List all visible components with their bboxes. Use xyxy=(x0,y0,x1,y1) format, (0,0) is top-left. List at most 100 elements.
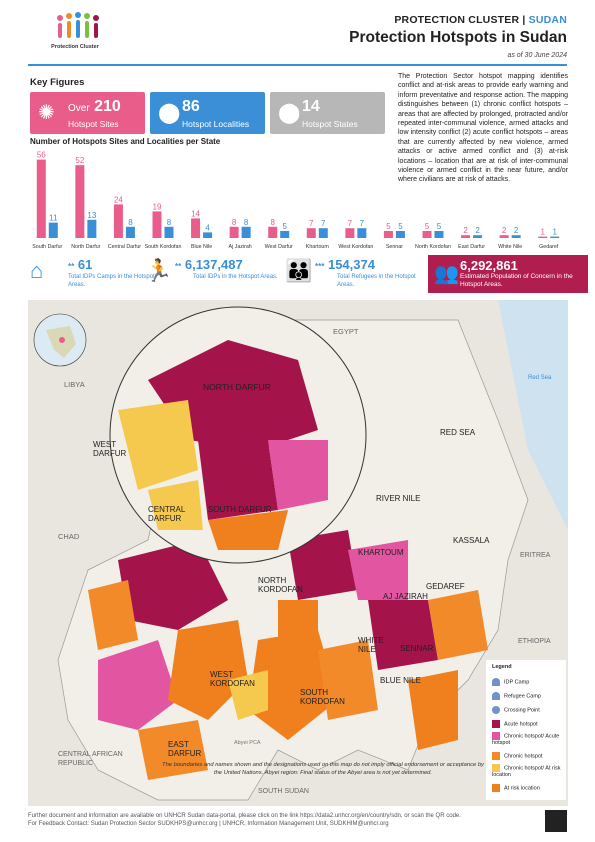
hotspot-localities-label: Hotspot Localities xyxy=(182,119,250,129)
label-north-kordofan: NORTH KORDOFAN xyxy=(258,576,303,594)
label-east-darfur: EAST DARFUR xyxy=(168,740,202,758)
hotspot-states-label: Hotspot States xyxy=(302,119,358,129)
legend-chronic-at-risk: Chronic hotspot/ At risk location xyxy=(492,764,566,778)
bar-localities-6 xyxy=(280,231,290,238)
legend-swatch xyxy=(492,720,500,728)
qr-code[interactable] xyxy=(545,810,567,832)
data-label-sites-5: 8 xyxy=(232,218,237,227)
label-eritrea: ERITREA xyxy=(520,552,551,559)
bar-localities-12 xyxy=(511,235,521,238)
label-south-kordofan: SOUTH KORDOFAN xyxy=(300,688,345,706)
hotspot-states-value: 14 xyxy=(302,98,320,115)
footer-contact[interactable]: For Feedback Contact: Sudan Protection S… xyxy=(28,821,389,827)
data-label-sites-6: 8 xyxy=(270,218,275,227)
total-idps-value: 6,137,487 xyxy=(184,257,243,272)
legend-at-risk: At risk location xyxy=(492,784,540,794)
label-north-darfur-inset: NORTH DARFUR xyxy=(203,382,271,392)
footer-info-link[interactable]: Further document and information are ava… xyxy=(28,813,461,819)
data-label-localities-6: 5 xyxy=(282,222,287,231)
data-label-sites-7: 7 xyxy=(309,219,314,228)
protection-cluster-logo xyxy=(30,10,120,66)
hotspot-localities-card: ⬤ 86 Hotspot Localities xyxy=(150,92,265,134)
legend-label: At risk location xyxy=(504,785,540,792)
data-label-localities-8: 7 xyxy=(360,219,365,228)
category-label-3: South Kordofan xyxy=(145,244,182,250)
bar-localities-0 xyxy=(48,222,58,238)
data-label-sites-11: 2 xyxy=(463,226,468,235)
legend-swatch xyxy=(492,784,500,792)
data-label-sites-4: 14 xyxy=(191,209,200,218)
label-chad: CHAD xyxy=(58,532,80,541)
label-egypt: EGYPT xyxy=(333,327,359,336)
population-label: Estimated Population of Concern in the H… xyxy=(460,273,573,288)
label-blue-nile: BLUE NILE xyxy=(380,676,421,685)
house-icon: ⌂ xyxy=(30,258,44,283)
cluster-title: PROTECTION CLUSTER | SUDAN xyxy=(394,14,567,26)
data-label-sites-9: 5 xyxy=(386,222,391,231)
data-label-sites-12: 2 xyxy=(502,226,507,235)
legend-refugee-camp: Refugee Camp xyxy=(492,692,541,702)
refugee-family-icon: 👪 xyxy=(285,258,313,283)
idp-camps-value: 61 xyxy=(77,257,93,272)
idp-camps-stat: ⌂ ** 61 Total IDPs Camps in the Hotspot … xyxy=(30,256,155,296)
data-label-localities-3: 8 xyxy=(167,218,172,227)
data-label-localities-10: 5 xyxy=(437,222,442,231)
label-south-sudan: SOUTH SUDAN xyxy=(258,788,309,795)
bar-localities-1 xyxy=(87,219,97,238)
running-person-icon: 🏃 xyxy=(145,258,173,283)
category-label-5: Aj Jazirah xyxy=(229,244,252,250)
category-label-8: West Kordofan xyxy=(338,244,373,250)
bar-localities-5 xyxy=(241,226,251,238)
footer: Further document and information are ava… xyxy=(28,812,528,828)
label-libya: LIBYA xyxy=(64,380,85,389)
idp-camps-prefix: ** xyxy=(68,262,75,271)
data-label-localities-9: 5 xyxy=(398,222,403,231)
idp-camps-number: ** 61 xyxy=(68,257,92,272)
data-label-sites-1: 52 xyxy=(75,156,84,165)
legend-title: Legend xyxy=(492,664,512,670)
bar-sites-12 xyxy=(499,235,509,238)
label-abyei: Abyei PCA xyxy=(234,740,261,746)
data-label-localities-5: 8 xyxy=(244,218,249,227)
bar-sites-13 xyxy=(538,236,548,238)
label-red-sea: RED SEA xyxy=(440,428,476,437)
sunburst-icon: ✺ xyxy=(38,102,55,124)
bar-sites-7 xyxy=(306,228,316,238)
idp-camps-label: Total IDPs Camps in the Hotspot Areas. xyxy=(68,274,155,288)
label-south-darfur-inset: SOUTH DARFUR xyxy=(208,505,272,514)
legend-label: Chronic hotspot/ Acute hotspot xyxy=(492,733,560,746)
legend-swatch xyxy=(492,764,500,772)
bar-sites-3 xyxy=(152,211,162,238)
data-label-localities-1: 13 xyxy=(87,211,96,220)
hotspot-sites-prefix: Over xyxy=(68,103,90,114)
bar-sites-11 xyxy=(461,235,471,238)
label-ethiopia: ETHIOPIA xyxy=(518,638,551,645)
bar-sites-4 xyxy=(191,218,201,238)
legend-idp-camp: IDP Camp xyxy=(492,678,529,688)
refugees-number: *** 154,374 xyxy=(315,257,375,272)
legend-swatch xyxy=(492,752,500,760)
category-label-2: Central Darfur xyxy=(108,244,141,250)
data-label-localities-12: 2 xyxy=(514,226,519,235)
bar-localities-2 xyxy=(125,226,135,238)
tent-icon xyxy=(492,692,500,700)
data-label-sites-10: 5 xyxy=(425,222,430,231)
label-west-kordofan: WEST KORDOFAN xyxy=(210,670,255,688)
title-separator: | xyxy=(522,14,526,26)
label-car: CENTRAL AFRICAN REPUBLIC xyxy=(58,751,123,767)
legend-chronic-acute: Chronic hotspot/ Acute hotspot xyxy=(492,732,566,746)
legend-crossing-point: Crossing Point xyxy=(492,706,540,716)
label-white-nile: WHITE NILE xyxy=(358,636,384,654)
legend-label: Crossing Point xyxy=(504,707,540,714)
chart-title: Number of Hotspots Sites and Localities … xyxy=(30,137,221,146)
hotspot-states-card: ⬤ 14 Hotspot States xyxy=(270,92,385,134)
map-pin-icon: ⬤ xyxy=(158,102,181,124)
data-label-localities-11: 2 xyxy=(475,226,480,235)
bar-sites-10 xyxy=(422,231,432,238)
bar-sites-5 xyxy=(229,226,239,238)
bar-localities-4 xyxy=(203,232,213,238)
hotspot-sites-label: Hotspot Sites xyxy=(68,119,119,129)
total-idps-prefix: ** xyxy=(175,262,182,271)
country-name: SUDAN xyxy=(528,14,567,26)
bar-sites-1 xyxy=(75,165,85,238)
